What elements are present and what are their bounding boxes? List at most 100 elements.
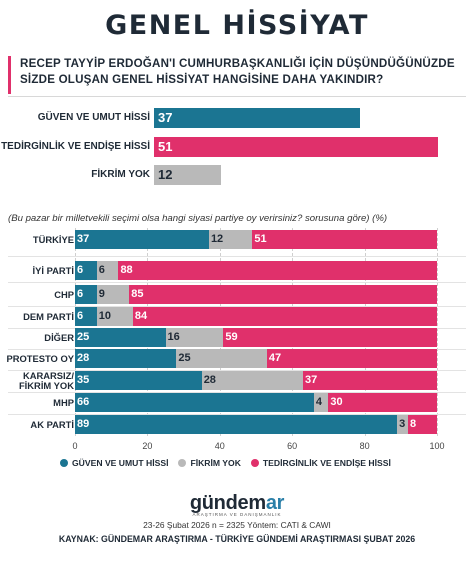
divider (8, 96, 466, 97)
segment-value-3-1: 10 (98, 310, 111, 322)
legend-item-tedirgin: TEDİRGİNLİK VE ENDİŞE HİSSİ (250, 458, 391, 468)
segment-5-1 (176, 349, 267, 368)
segment-6-0 (75, 371, 202, 390)
segment-1-2 (118, 261, 437, 280)
x-tick-20: 20 (142, 441, 153, 451)
segment-8-2 (408, 415, 437, 434)
legend-item-fikrim: FİKRİM YOK (178, 458, 241, 468)
logo-subtitle: ARAŞTIRMA VE DANIŞMANLIK (192, 512, 282, 517)
x-tick-80: 80 (359, 441, 370, 451)
x-tick-40: 40 (214, 441, 225, 451)
overall-label-1: TEDİRGİNLİK VE ENDİŞE HİSSİ (1, 141, 150, 152)
row-separator-2 (8, 306, 466, 307)
legend-label-tedirgin: TEDİRGİNLİK VE ENDİŞE HİSSİ (262, 458, 391, 468)
segment-2-0 (75, 285, 97, 304)
overall-bar-2 (154, 165, 221, 185)
segment-value-8-2: 8 (410, 418, 417, 430)
party-label-line: MHP (53, 397, 74, 408)
legend-item-guven: GÜVEN VE UMUT HİSSİ (60, 458, 168, 468)
party-label-5: PROTESTO OY (6, 354, 74, 364)
logo-main: gündem (189, 492, 266, 514)
party-label-line: PROTESTO OY (6, 353, 74, 364)
segment-7-1 (313, 393, 329, 412)
question-line-2: SİZDE OLUŞAN GENEL HİSSİYAT HANGİSİNE DA… (20, 73, 384, 86)
segment-value-2-0: 6 (77, 288, 84, 300)
segment-value-3-2: 84 (134, 310, 148, 322)
segment-value-5-2: 47 (268, 352, 282, 364)
party-label-3: DEM PARTİ (23, 312, 74, 322)
question-line-1: RECEP TAYYİP ERDOĞAN'I CUMHURBAŞKANLIĞI … (20, 57, 455, 70)
segment-value-7-2: 30 (330, 396, 343, 408)
segment-0-1 (208, 230, 253, 249)
party-label-line: KARARSIZ/ (22, 370, 74, 381)
segment-1-1 (96, 261, 119, 280)
segment-value-5-1: 25 (178, 352, 191, 364)
survey-meta: 23-26 Şubat 2026 n = 2325 Yöntem: CATI &… (143, 520, 331, 530)
segment-4-0 (75, 328, 166, 347)
party-label-line: FİKRİM YOK (18, 380, 74, 391)
segment-3-1 (96, 307, 133, 326)
segment-value-7-1: 4 (315, 396, 323, 408)
segment-value-8-0: 89 (77, 418, 90, 430)
survey-question: RECEP TAYYİP ERDOĞAN'I CUMHURBAŞKANLIĞI … (8, 56, 466, 94)
legend-label-fikrim: FİKRİM YOK (190, 458, 241, 468)
overall-value-1: 51 (158, 139, 173, 154)
segment-3-2 (132, 307, 437, 326)
segment-value-1-1: 6 (98, 264, 105, 276)
segment-value-8-1: 3 (399, 418, 406, 430)
party-label-8: AK PARTİ (30, 420, 74, 430)
segment-2-1 (96, 285, 130, 304)
segment-value-3-0: 6 (77, 310, 84, 322)
segment-value-1-0: 6 (77, 264, 84, 276)
segment-value-5-0: 28 (77, 352, 90, 364)
segment-0-0 (75, 230, 209, 249)
segment-8-1 (397, 415, 409, 434)
segment-7-2 (328, 393, 437, 412)
segment-value-0-0: 37 (77, 233, 90, 245)
segment-value-6-0: 35 (77, 374, 90, 386)
overall-value-2: 12 (158, 167, 173, 182)
party-label-line: DEM PARTİ (23, 311, 74, 322)
segment-0-2 (252, 230, 437, 249)
legend-dot-fikrim (178, 459, 187, 467)
party-label-6: KARARSIZ/FİKRİM YOK (19, 371, 74, 391)
overall-bar-1 (154, 137, 438, 157)
overall-label-2: FİKRİM YOK (91, 169, 150, 180)
segment-8-0 (75, 415, 398, 434)
segment-value-6-2: 37 (305, 374, 318, 386)
row-separator-5 (8, 370, 466, 371)
x-tick-100: 100 (429, 441, 445, 451)
segment-value-0-2: 51 (254, 233, 267, 245)
segment-value-2-1: 9 (98, 288, 105, 300)
logo-accent: ar (265, 492, 285, 514)
overall-label-0: GÜVEN VE UMUT HİSSİ (37, 112, 150, 123)
segment-value-4-1: 16 (167, 331, 180, 343)
gridline-100 (437, 228, 438, 436)
party-label-0: TÜRKİYE (33, 235, 74, 245)
segment-5-2 (266, 349, 437, 368)
legend-label-guven: GÜVEN VE UMUT HİSSİ (72, 458, 169, 468)
row-separator-6 (8, 392, 466, 393)
party-label-7: MHP (53, 398, 74, 408)
page-title: GENEL HİSSİYAT (105, 10, 369, 41)
party-label-1: İYİ PARTİ (33, 266, 75, 276)
row-separator-0 (8, 256, 466, 257)
party-label-4: DİĞER (44, 333, 74, 343)
segment-value-1-2: 88 (120, 264, 133, 276)
segment-3-0 (75, 307, 97, 326)
segment-6-1 (201, 371, 304, 390)
party-label-line: AK PARTİ (30, 419, 74, 430)
segment-5-0 (75, 349, 177, 368)
segment-value-4-2: 59 (225, 331, 238, 343)
segment-value-4-0: 25 (77, 331, 90, 343)
overall-value-0: 37 (158, 110, 173, 125)
legend-dot-guven (60, 459, 68, 467)
row-separator-7 (8, 414, 466, 415)
source-text: KAYNAK: GÜNDEMAR ARAŞTIRMA - TÜRKİYE GÜN… (58, 534, 416, 544)
row-separator-1 (8, 282, 466, 283)
legend-dot-tedirgin (250, 459, 259, 467)
chart-legend: GÜVEN VE UMUT HİSSİ FİKRİM YOK TEDİRGİNL… (60, 458, 391, 468)
segment-1-0 (75, 261, 97, 280)
party-label-line: TÜRKİYE (32, 234, 74, 245)
party-label-line: İYİ PARTİ (32, 265, 75, 276)
